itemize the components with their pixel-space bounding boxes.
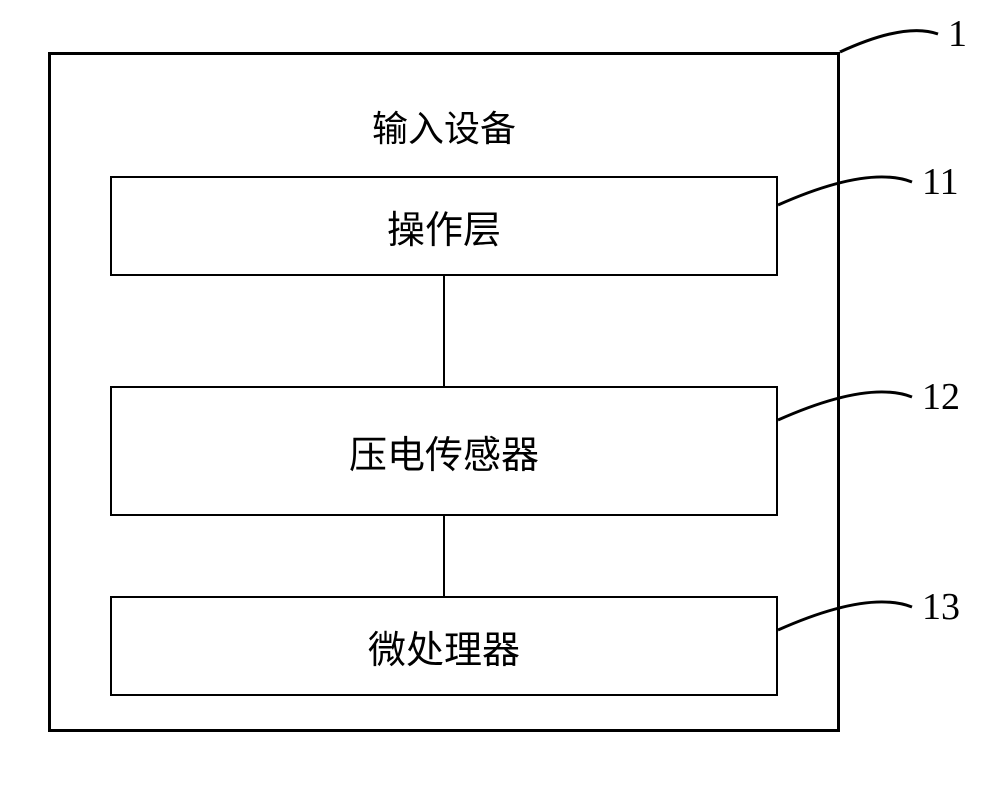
diagram-canvas: 输入设备操作层压电传感器微处理器1111213: [0, 0, 1000, 786]
connector: [443, 516, 445, 596]
block-label: 操作层: [387, 199, 501, 254]
block-label: 微处理器: [368, 619, 520, 674]
block-operation-layer: 操作层: [110, 176, 778, 276]
block-microprocessor: 微处理器: [110, 596, 778, 696]
ref-label: 1: [948, 12, 967, 56]
block-piezo-sensor: 压电传感器: [110, 386, 778, 516]
connector: [443, 276, 445, 386]
ref-label: 12: [922, 375, 960, 419]
ref-label: 11: [922, 160, 959, 204]
outer-title: 输入设备: [48, 100, 840, 152]
ref-label: 13: [922, 585, 960, 629]
block-label: 压电传感器: [349, 424, 539, 479]
